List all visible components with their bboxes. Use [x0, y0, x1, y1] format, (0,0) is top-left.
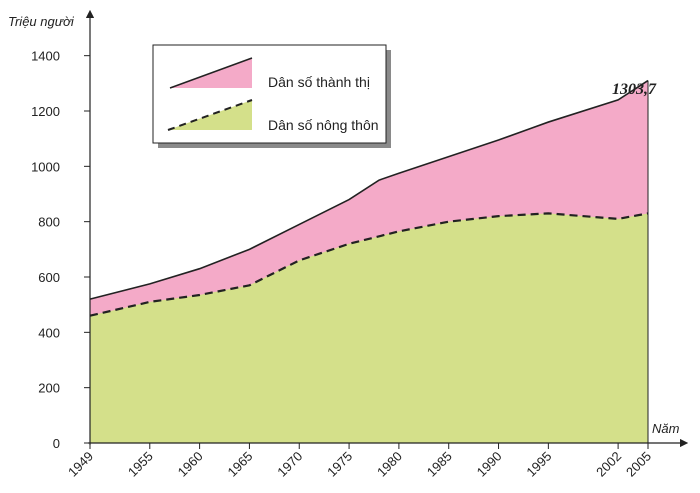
- x-tick-label: 1995: [523, 449, 554, 480]
- y-tick-label: 400: [38, 325, 60, 340]
- x-tick-label: 1990: [474, 449, 505, 480]
- line-urban: [89, 79, 649, 300]
- y-tick-label: 1000: [31, 159, 60, 174]
- x-tick-label: 1985: [424, 449, 455, 480]
- y-tick-label: 0: [53, 436, 60, 451]
- x-tick-label: 2005: [623, 449, 654, 480]
- y-tick-label: 800: [38, 215, 60, 230]
- y-tick-label: 600: [38, 270, 60, 285]
- y-axis-title: Triệu người: [8, 14, 75, 29]
- area-layer: [90, 80, 648, 444]
- x-tick-label: 1949: [65, 449, 96, 480]
- y-tick-label: 1400: [31, 49, 60, 64]
- x-tick-label: 2002: [593, 449, 624, 480]
- x-tick-label: 1975: [324, 449, 355, 480]
- legend: Dân số thành thị Dân số nông thôn: [152, 44, 391, 148]
- legend-rural-line: [167, 99, 253, 131]
- x-tick-label: 1970: [274, 449, 305, 480]
- x-tick-label: 1980: [374, 449, 405, 480]
- x-tick-label: 1960: [175, 449, 206, 480]
- x-axis-title: Năm: [652, 421, 680, 436]
- y-tick-label: 200: [38, 381, 60, 396]
- line-rural: [89, 212, 649, 317]
- y-tick-label: 1200: [31, 104, 60, 119]
- legend-rural-label: Dân số nông thôn: [268, 117, 379, 133]
- total-annotation: 1303,7: [612, 81, 657, 98]
- legend-urban-line: [169, 57, 253, 89]
- y-ticks: 0 200 400 600 800 1000 1200 1400: [31, 49, 90, 451]
- x-ticks: 1949 1955 1960 1965 1970 1975 1980 1985 1990 1995…: [65, 443, 654, 480]
- x-tick-label: 1955: [125, 449, 156, 480]
- area-rural: [90, 213, 648, 443]
- x-tick-label: 1965: [224, 449, 255, 480]
- legend-urban-label: Dân số thành thị: [268, 74, 370, 90]
